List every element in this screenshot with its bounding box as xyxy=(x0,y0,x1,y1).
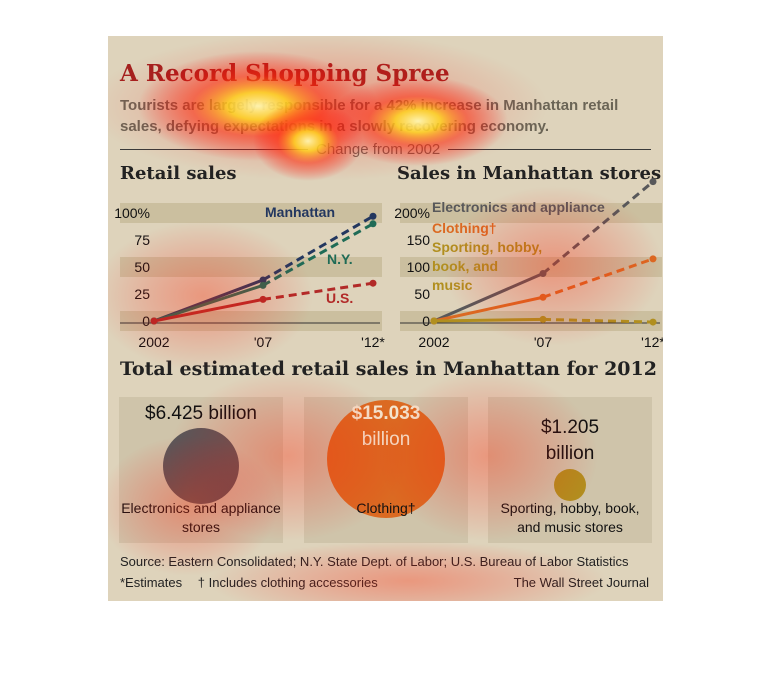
source-note: Source: Eastern Consolidated; N.Y. State… xyxy=(120,554,629,569)
y-tick-label: 25 xyxy=(134,286,150,302)
x-tick-label: '12* xyxy=(361,334,385,350)
y-tick-label: 50 xyxy=(134,259,150,275)
x-tick-label: 2002 xyxy=(418,334,449,350)
data-point xyxy=(430,317,438,325)
series-label: book, and xyxy=(432,258,498,274)
divider-label: Change from 2002 xyxy=(308,141,449,158)
data-point xyxy=(259,281,267,289)
data-point xyxy=(150,317,158,325)
series-label: Electronics and appliance xyxy=(432,199,605,215)
data-point xyxy=(539,293,547,301)
sporting-amount: $1.205 xyxy=(540,417,600,438)
manhattan-stores-chart: 200% 150 100 50 0 2002 '07 '12* Electronics and … xyxy=(394,178,663,350)
series-label: Clothing† xyxy=(432,220,497,236)
sporting-amount-unit: billion xyxy=(545,443,595,464)
data-point xyxy=(539,269,547,277)
clothing-total-tile: $15.033 billion Clothing† xyxy=(304,397,468,543)
clothing-amount-unit: billion xyxy=(361,429,411,450)
data-point xyxy=(369,279,377,287)
data-point xyxy=(649,178,657,186)
data-point xyxy=(369,212,377,220)
data-point xyxy=(259,295,267,303)
x-tick-label: '12* xyxy=(641,334,663,350)
data-point xyxy=(649,255,657,263)
y-tick-label: 75 xyxy=(134,232,150,248)
sporting-circle xyxy=(554,469,586,501)
y-tick-label: 0 xyxy=(142,313,150,329)
electronics-circle xyxy=(163,428,239,504)
retail-sales-title: Retail sales xyxy=(120,163,237,184)
x-tick-label: '07 xyxy=(254,334,272,350)
subtitle: Tourists are largely responsible for a 4… xyxy=(120,97,619,135)
totals-title: Total estimated retail sales in Manhatta… xyxy=(120,358,657,380)
electronics-label: Electronics and appliance stores xyxy=(121,500,281,535)
series-line-dashed xyxy=(262,222,374,287)
sporting-total-tile: $1.205 billion Sporting, hobby, book, an… xyxy=(488,397,652,543)
series-label: Sporting, hobby, xyxy=(432,239,542,255)
footnotes: *Estimates † Includes clothing accessori… xyxy=(120,575,378,590)
data-point xyxy=(649,318,657,326)
publisher-credit: The Wall Street Journal xyxy=(513,575,649,590)
y-tick-label: 150 xyxy=(407,232,431,248)
estimates-note: *Estimates xyxy=(120,575,183,590)
y-tick-label: 100 xyxy=(407,259,431,275)
y-tick-label: 50 xyxy=(414,286,430,302)
series-label: Manhattan xyxy=(265,204,335,220)
series-line-solid xyxy=(433,317,544,323)
electronics-amount: $6.425 billion xyxy=(145,403,257,424)
x-tick-label: '07 xyxy=(534,334,552,350)
clothing-label: Clothing† xyxy=(356,500,416,516)
clothing-amount: $15.033 xyxy=(351,403,421,424)
series-line-dashed xyxy=(262,281,374,301)
y-tick-label: 100% xyxy=(114,205,150,221)
series-label: music xyxy=(432,277,473,293)
y-tick-label: 200% xyxy=(394,205,430,221)
grid-band xyxy=(120,203,382,223)
page-title: A Record Shopping Spree xyxy=(120,60,450,87)
clothing-footnote: † Includes clothing accessories xyxy=(197,575,378,590)
data-point xyxy=(369,220,377,228)
infographic-panel: A Record Shopping Spree Tourists are lar… xyxy=(108,36,663,601)
series-label: U.S. xyxy=(326,290,353,306)
series-label: N.Y. xyxy=(327,251,353,267)
y-tick-label: 0 xyxy=(422,313,430,329)
sporting-label: Sporting, hobby, book, and music stores xyxy=(500,500,640,535)
electronics-total-tile: $6.425 billion Electronics and appliance… xyxy=(119,397,283,543)
x-tick-label: 2002 xyxy=(138,334,169,350)
series-line-dashed xyxy=(262,214,374,282)
data-point xyxy=(539,315,547,323)
manhattan-stores-title: Sales in Manhattan stores xyxy=(397,163,662,184)
retail-sales-chart: 100% 75 50 25 0 2002 '07 '12* Manhattan N.Y. U.S. xyxy=(114,203,385,350)
